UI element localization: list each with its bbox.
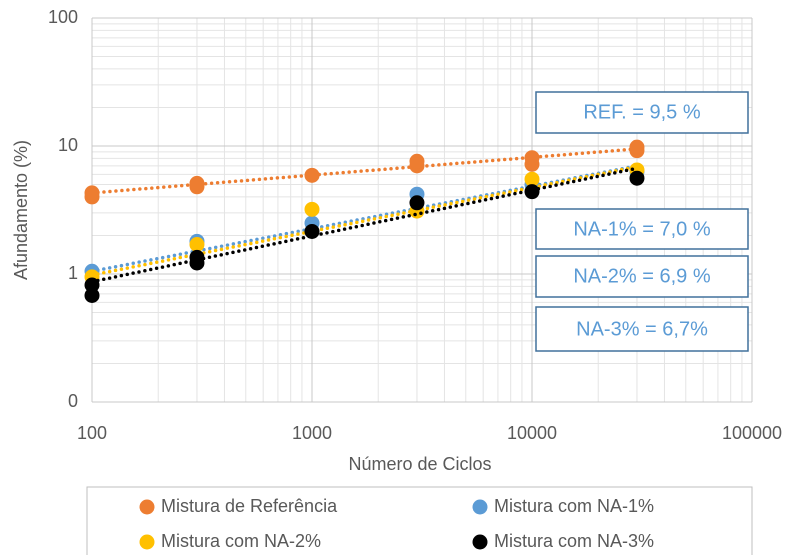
annotation-box: [535, 208, 749, 250]
annotation-box: [535, 91, 749, 134]
point: [409, 153, 425, 169]
trend-line: [90, 164, 639, 277]
x-axis-label: Número de Ciclos: [348, 454, 491, 474]
point: [524, 171, 540, 187]
point: [304, 201, 320, 217]
annotation: NA-1% = 7,0 %: [573, 218, 711, 240]
x-tick-label: 1000: [292, 423, 332, 443]
legend-label: Mistura com NA-3%: [494, 531, 654, 551]
point: [304, 223, 320, 239]
legend-marker: [139, 534, 155, 550]
point: [189, 237, 205, 253]
point: [84, 277, 100, 293]
y-tick-label: 10: [58, 135, 78, 155]
x-tick-label: 100: [77, 423, 107, 443]
annotation: NA-2% = 6,9 %: [573, 265, 711, 287]
legend-label: Mistura com NA-1%: [494, 496, 654, 516]
legend-marker: [472, 534, 488, 550]
point: [84, 185, 100, 201]
x-tick-label: 100000: [722, 423, 782, 443]
y-tick-label: 1: [68, 263, 78, 283]
y-axis-label: Afundamento (%): [11, 140, 31, 280]
annotation: NA-3% = 6,7%: [576, 318, 708, 340]
point: [189, 249, 205, 265]
point: [409, 195, 425, 211]
legend-box: [86, 486, 753, 555]
legend-marker: [139, 499, 155, 515]
point: [629, 170, 645, 186]
annotation-box: [535, 306, 749, 352]
point: [524, 150, 540, 166]
annotation: REF. = 9,5 %: [583, 101, 700, 123]
point: [524, 184, 540, 200]
legend-marker: [472, 499, 488, 515]
point: [629, 139, 645, 155]
annotations: REF. = 9,5 % NA-1% = 7,0 % NA-2% = 6,9 %…: [535, 91, 749, 352]
trend-line: [90, 147, 639, 195]
point: [189, 175, 205, 191]
trend-line: [90, 164, 639, 274]
annotation-box: [535, 255, 749, 298]
point: [304, 167, 320, 183]
point: [84, 287, 100, 303]
legend-label: Mistura de Referência: [161, 496, 338, 516]
y-tick-label: 100: [48, 7, 78, 27]
x-tick-label: 10000: [507, 423, 557, 443]
y-tick-label: 0: [68, 391, 78, 411]
legend-label: Mistura com NA-2%: [161, 531, 321, 551]
